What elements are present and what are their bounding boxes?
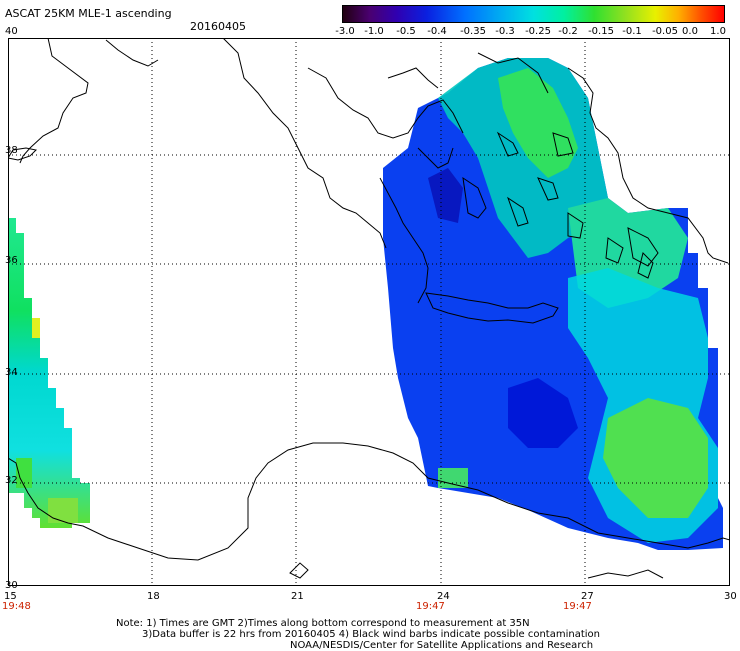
lon-label: 21 [291, 591, 304, 602]
wind-map [8, 38, 730, 586]
color-tick: -0.3 [495, 26, 515, 37]
lat-label: 36 [5, 255, 18, 266]
footnote-line-2: 3)Data buffer is 22 hrs from 20160405 4)… [142, 629, 600, 640]
footnote-line-1: Note: 1) Times are GMT 2)Times along bot… [116, 618, 530, 629]
color-tick: -0.4 [427, 26, 447, 37]
time-label: 19:48 [2, 601, 31, 612]
color-tick: -0.25 [525, 26, 551, 37]
map-frame [8, 38, 730, 586]
lat-label: 30 [5, 580, 18, 591]
data-cell-yellow [32, 318, 40, 338]
color-tick: -1.0 [364, 26, 384, 37]
color-tick: -0.1 [622, 26, 642, 37]
color-tick: -0.35 [460, 26, 486, 37]
footnote-line-3: NOAA/NESDIS/Center for Satellite Applica… [290, 640, 594, 651]
lon-label: 30 [724, 591, 737, 602]
lat-lon-grid [8, 38, 730, 586]
lat-label: 40 [5, 26, 18, 37]
color-tick: 0.0 [682, 26, 698, 37]
lon-label: 24 [437, 591, 450, 602]
lat-label: 32 [5, 475, 18, 486]
color-tick: -0.05 [652, 26, 678, 37]
color-tick: -0.2 [558, 26, 578, 37]
time-label: 19:47 [563, 601, 592, 612]
color-scale-bar [342, 5, 725, 23]
data-cell-green [16, 458, 32, 488]
color-tick: -0.5 [396, 26, 416, 37]
lon-label: 18 [147, 591, 160, 602]
data-cell-green [48, 498, 78, 523]
product-date: 20160405 [190, 20, 246, 33]
lat-label: 34 [5, 367, 18, 378]
coastlines [8, 38, 730, 579]
lon-label: 15 [4, 591, 17, 602]
time-label: 19:47 [416, 601, 445, 612]
product-title: ASCAT 25KM MLE-1 ascending [5, 7, 172, 20]
data-swath-west [8, 218, 90, 528]
data-swath-east [383, 58, 723, 550]
color-tick: -3.0 [335, 26, 355, 37]
color-tick: -0.15 [588, 26, 614, 37]
lat-label: 38 [5, 145, 18, 156]
data-cell-green [438, 468, 468, 488]
color-tick: 1.0 [710, 26, 726, 37]
lon-label: 27 [581, 591, 594, 602]
